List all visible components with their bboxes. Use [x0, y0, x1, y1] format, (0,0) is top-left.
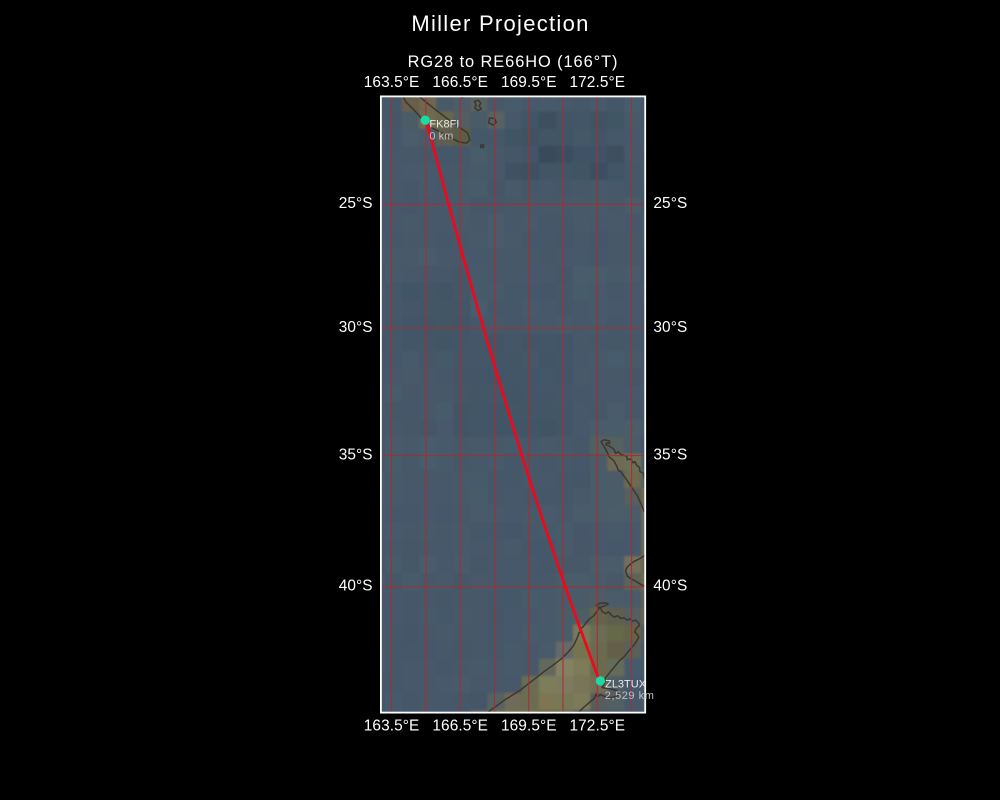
svg-text:2,529 km: 2,529 km [605, 690, 655, 702]
svg-text:Miller Projection: Miller Projection [411, 11, 589, 36]
svg-text:25°S: 25°S [339, 195, 373, 212]
svg-text:163.5°E: 163.5°E [364, 717, 420, 734]
svg-text:30°S: 30°S [653, 319, 687, 336]
svg-text:172.5°E: 172.5°E [569, 74, 625, 91]
svg-text:0 km: 0 km [429, 130, 453, 142]
svg-text:169.5°E: 169.5°E [501, 717, 557, 734]
svg-text:35°S: 35°S [339, 446, 373, 463]
svg-text:35°S: 35°S [653, 446, 687, 463]
svg-text:169.5°E: 169.5°E [501, 74, 557, 91]
svg-text:166.5°E: 166.5°E [432, 717, 488, 734]
svg-text:FK8FI: FK8FI [429, 119, 459, 131]
svg-text:RG28 to RE66HO (166°T): RG28 to RE66HO (166°T) [408, 53, 619, 71]
svg-text:166.5°E: 166.5°E [432, 74, 488, 91]
svg-text:163.5°E: 163.5°E [364, 74, 420, 91]
svg-text:30°S: 30°S [339, 319, 373, 336]
svg-text:25°S: 25°S [653, 195, 687, 212]
svg-text:172.5°E: 172.5°E [569, 717, 625, 734]
svg-text:40°S: 40°S [653, 578, 687, 595]
svg-text:ZL3TUX: ZL3TUX [605, 678, 647, 690]
svg-text:40°S: 40°S [339, 578, 373, 595]
